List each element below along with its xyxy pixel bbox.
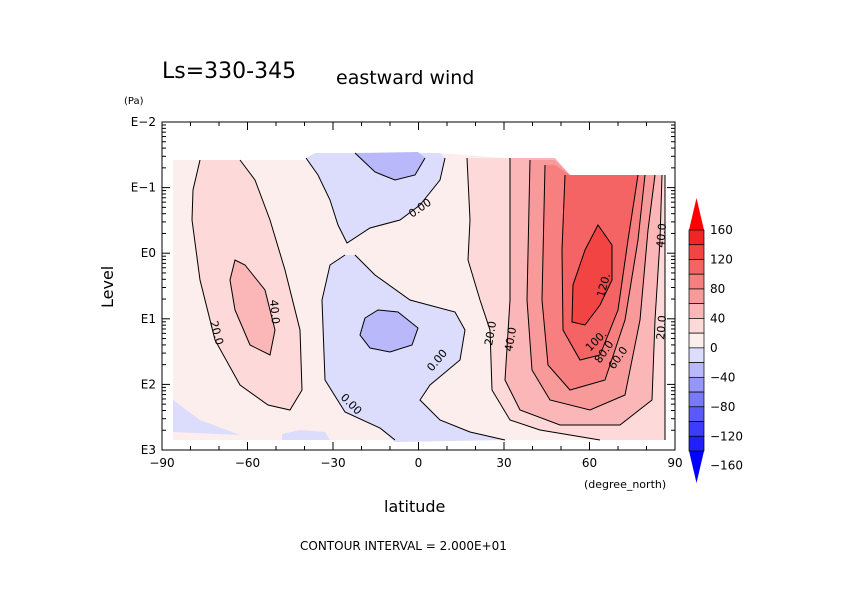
y-tick-labels: E−2 E−1 E0 E1 E2 E3 [131,115,156,457]
contour-label: 20.0 [207,319,226,346]
colorbar-swatch [688,288,705,305]
colorbar-min-arrow [689,451,704,483]
colorbar-label: 80 [710,282,725,296]
region-neg-20-40-lower [360,310,418,352]
colorbar-swatch [688,347,705,363]
colorbar-swatch [688,259,705,275]
colorbar-swatch [688,376,705,393]
contour-label: 20.0 [654,315,669,341]
y-unit: (Pa) [124,96,144,107]
colorbar-swatch [688,332,705,349]
colorbar-label: 160 [710,223,733,237]
region-neg-20-40-upper [355,152,425,180]
contour-line-20-right [466,157,666,441]
filled-regions [173,152,665,442]
x-tick-label: 0 [415,456,423,470]
colorbar-label: 120 [710,252,733,266]
contour-interval: CONTOUR INTERVAL = 2.000E+01 [300,539,507,553]
contour-lines [191,152,666,441]
colorbar-swatch [688,362,705,378]
colorbar-swatch [688,303,705,319]
contour-line-80 [541,164,646,391]
contour-line-0-lower [321,254,506,441]
colorbar-max-arrow [689,198,704,230]
colorbar-swatch [688,391,705,408]
colorbar-swatch [688,229,705,246]
contour-label: 40.0 [654,223,669,249]
y-tick-label: E−2 [131,115,156,129]
y-axis-label: Level [98,266,117,308]
contour-line-100 [561,174,639,361]
contour-line-0 [305,157,446,244]
region-neg-bottom-mid [282,430,330,440]
x-tick-label: 60 [582,456,597,470]
contour-line-neg20-lower [359,309,419,353]
y-tick-label: E2 [141,377,156,391]
colorbar-swatch [688,421,705,437]
x-tick-label: 90 [667,456,682,470]
colorbar-swatch [688,244,705,260]
x-tick-label: −30 [320,456,345,470]
colorbar-swatch [688,273,705,290]
colorbar-swatch [688,318,705,334]
contour-line-neg20 [354,152,426,181]
contour-line-60 [526,159,656,411]
x-tick-labels: −90 −60 −30 0 30 60 90 [149,456,682,470]
contour-label: 120. [594,272,613,299]
region-40-60-left [230,260,275,355]
contour-line-40-left [229,259,276,356]
chart-subtitle: eastward wind [336,67,474,89]
contour-line-120 [571,224,613,326]
colorbar-label: −120 [710,429,743,443]
colorbar-swatch [688,406,705,422]
colorbar: 160 120 80 40 0 −40 −80 −120 −160 [688,198,743,483]
contour-line-20-left [191,159,303,411]
x-tick-label: −90 [149,456,174,470]
region-neg-0-20-lower [322,255,505,442]
y-tick-label: E1 [141,312,156,326]
contour-label: 40.0 [267,299,282,325]
colorbar-swatch [688,435,705,452]
colorbar-label: 0 [710,341,718,355]
colorbar-label: −160 [710,459,743,473]
y-tick-label: E−1 [131,181,156,195]
x-tick-label: −60 [235,456,260,470]
x-tick-label: 30 [496,456,511,470]
chart-title: Ls=330-345 [162,59,296,84]
colorbar-label: 40 [710,311,725,325]
x-axis-label: latitude [384,497,445,516]
y-tick-label: E3 [141,443,156,457]
contour-label: 20.0 [482,320,499,346]
region-neg-bottom-left [173,400,240,435]
contour-line-40-right [504,158,663,426]
axis-ticks [161,121,676,451]
contour-label: 40.0 [502,326,519,352]
y-tick-label: E0 [141,246,156,260]
x-unit: (degree_north) [584,478,666,491]
colorbar-label: −80 [710,400,735,414]
colorbar-label: −40 [710,370,735,384]
